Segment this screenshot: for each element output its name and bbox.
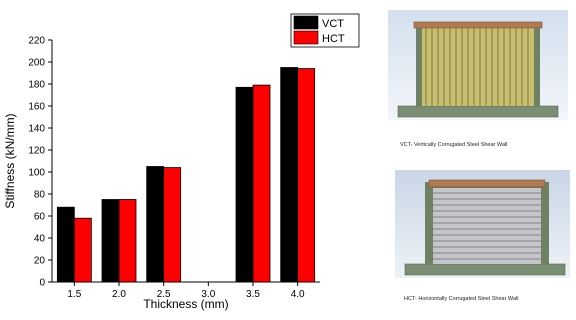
y-tick-label: 220 bbox=[28, 36, 45, 47]
hct-wall-model-image bbox=[395, 170, 575, 282]
bar-vct-2.0 bbox=[102, 200, 119, 283]
y-tick-label: 20 bbox=[34, 256, 46, 267]
legend-label-vct: VCT bbox=[322, 18, 344, 30]
bar-hct-2.5 bbox=[164, 168, 181, 282]
x-axis-label: Thickness (mm) bbox=[143, 297, 228, 311]
x-tick-label: 1.5 bbox=[67, 289, 81, 300]
bar-vct-4.0 bbox=[281, 68, 298, 283]
y-tick-label: 60 bbox=[34, 212, 46, 223]
vct-caption: VCT- Vertically Corrugated Steel Shear W… bbox=[400, 142, 507, 148]
bar-hct-1.5 bbox=[74, 218, 91, 282]
x-tick-label: 4.0 bbox=[291, 289, 305, 300]
x-tick-label: 2.0 bbox=[112, 289, 126, 300]
legend-label-hct: HCT bbox=[322, 33, 345, 45]
bar-vct-3.5 bbox=[236, 87, 253, 282]
y-axis-label: Stiffness (kN/mm) bbox=[3, 113, 17, 208]
bar-vct-2.5 bbox=[147, 167, 164, 283]
y-tick-label: 120 bbox=[28, 146, 45, 157]
legend-swatch-vct bbox=[294, 16, 318, 29]
vct-wall-model-image bbox=[388, 10, 568, 135]
y-tick-label: 180 bbox=[28, 80, 45, 91]
bar-hct-4.0 bbox=[298, 69, 315, 282]
y-tick-label: 160 bbox=[28, 102, 45, 113]
legend-swatch-hct bbox=[294, 31, 318, 44]
y-tick-label: 100 bbox=[28, 168, 45, 179]
hct-caption: HCT- Horizontally Corrugated Steel Shear… bbox=[404, 296, 518, 302]
y-tick-label: 0 bbox=[39, 278, 45, 289]
bar-hct-3.5 bbox=[253, 85, 270, 282]
y-tick-label: 40 bbox=[34, 234, 46, 245]
bar-vct-1.5 bbox=[57, 207, 74, 282]
bar-hct-2.0 bbox=[119, 200, 136, 283]
y-tick-label: 200 bbox=[28, 58, 45, 69]
x-tick-label: 3.5 bbox=[246, 289, 260, 300]
y-tick-label: 140 bbox=[28, 124, 45, 135]
y-tick-label: 80 bbox=[34, 190, 46, 201]
